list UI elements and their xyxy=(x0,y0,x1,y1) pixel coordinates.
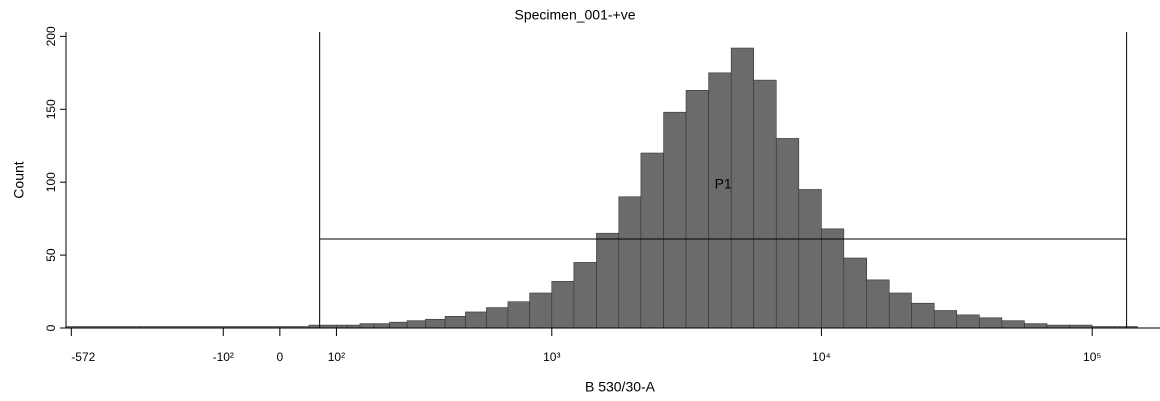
x-tick-label: -10² xyxy=(213,350,234,364)
histogram-bar xyxy=(551,281,575,329)
histogram-bar xyxy=(486,307,509,329)
histogram-bar xyxy=(753,79,777,329)
histogram-bar xyxy=(1001,320,1025,329)
x-tick-label: 10⁴ xyxy=(812,350,831,364)
histogram-bar xyxy=(843,257,868,329)
histogram-bar xyxy=(529,292,553,329)
histogram-bar xyxy=(425,318,446,329)
histogram-bar xyxy=(663,111,687,329)
histogram-bar xyxy=(1024,323,1048,329)
histogram-bar xyxy=(573,262,597,329)
histogram-bar xyxy=(730,47,754,329)
histogram-bar xyxy=(866,279,890,329)
histogram-bar xyxy=(708,72,732,329)
histogram-bar xyxy=(389,321,408,329)
histogram-bar xyxy=(465,311,487,329)
histogram-bar xyxy=(775,138,800,329)
x-tick-label: 0 xyxy=(277,350,284,364)
histogram-bar xyxy=(685,90,709,329)
histogram-bar xyxy=(618,196,642,329)
y-tick-label: 100 xyxy=(44,172,58,192)
chart-title: Specimen_001-+ve xyxy=(514,7,635,23)
histogram-bar xyxy=(359,323,375,329)
x-tick-label: 10³ xyxy=(543,350,560,364)
x-axis-label: B 530/30-A xyxy=(585,379,656,395)
histogram-bar xyxy=(956,314,980,329)
histogram-bar xyxy=(507,301,530,329)
y-tick-label: 200 xyxy=(44,26,58,46)
histogram-bar xyxy=(596,232,620,329)
histogram-bar xyxy=(640,152,664,329)
histogram-bar xyxy=(979,317,1003,329)
histogram-bar xyxy=(444,316,466,329)
gate-label: P1 xyxy=(715,176,732,192)
x-tick-label: 10² xyxy=(328,350,345,364)
y-tick-label: 150 xyxy=(44,99,58,119)
histogram-bar xyxy=(888,292,912,329)
histogram-bar xyxy=(821,228,845,329)
y-tick-label: 0 xyxy=(44,324,58,331)
histogram-bar xyxy=(911,302,935,329)
histogram-bar xyxy=(406,320,426,329)
x-tick-label: -572 xyxy=(71,350,95,364)
histogram-bar xyxy=(933,310,958,329)
x-tick-label: 10⁵ xyxy=(1083,350,1101,364)
y-axis-label: Count xyxy=(11,161,27,198)
histogram-bar xyxy=(798,189,822,329)
y-tick-label: 50 xyxy=(44,248,58,262)
histogram-bar xyxy=(373,323,390,329)
